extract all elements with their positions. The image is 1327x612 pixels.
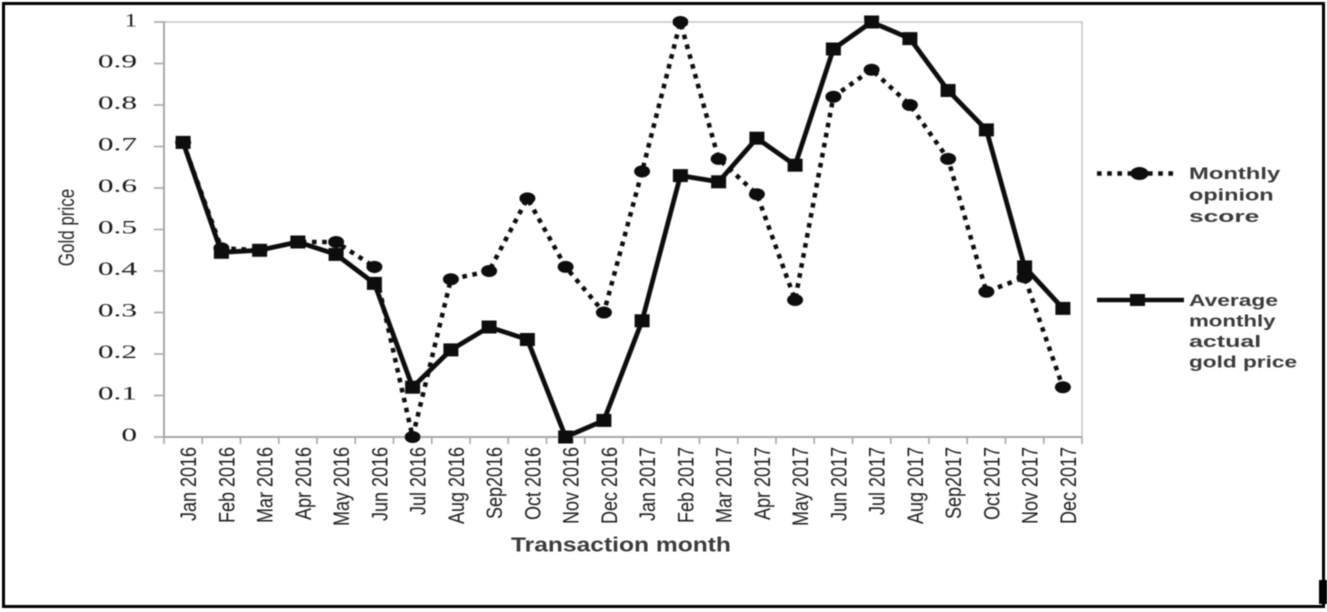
svg-text:May 2017: May 2017	[789, 447, 813, 526]
svg-text:1: 1	[125, 9, 137, 31]
svg-text:Feb 2017: Feb 2017	[675, 447, 699, 523]
svg-text:Aug 2017: Aug 2017	[904, 447, 928, 524]
svg-text:0: 0	[121, 424, 137, 445]
svg-text:Monthly: Monthly	[1189, 164, 1281, 183]
svg-text:opinion: opinion	[1189, 186, 1274, 205]
svg-text:score: score	[1189, 207, 1259, 226]
svg-text:0.7: 0.7	[98, 134, 137, 155]
svg-text:Dec 2016: Dec 2016	[598, 447, 622, 524]
svg-text:Oct 2017: Oct 2017	[981, 447, 1005, 520]
svg-text:gold price: gold price	[1189, 353, 1297, 372]
svg-text:0.5: 0.5	[98, 217, 137, 238]
svg-text:Apr 2016: Apr 2016	[292, 447, 316, 520]
svg-text:Mar 2017: Mar 2017	[713, 447, 737, 523]
svg-text:0.6: 0.6	[98, 175, 137, 196]
svg-text:Jun 2016: Jun 2016	[369, 447, 393, 521]
svg-text:Oct 2016: Oct 2016	[522, 447, 546, 520]
svg-text:Nov 2017: Nov 2017	[1019, 447, 1043, 524]
svg-text:Nov 2016: Nov 2016	[560, 447, 584, 524]
svg-text:0.3: 0.3	[98, 300, 137, 321]
svg-text:Jan 2017: Jan 2017	[636, 447, 660, 521]
svg-text:Sep2016: Sep2016	[483, 447, 507, 519]
svg-text:0.9: 0.9	[98, 51, 137, 72]
svg-text:May 2016: May 2016	[330, 447, 354, 526]
svg-text:Apr 2017: Apr 2017	[751, 447, 775, 520]
svg-text:actual: actual	[1189, 332, 1261, 351]
svg-text:0.2: 0.2	[98, 341, 137, 362]
svg-text:Jul 2017: Jul 2017	[866, 447, 890, 515]
svg-text:Feb 2016: Feb 2016	[216, 447, 240, 523]
svg-text:Average: Average	[1189, 292, 1278, 311]
svg-text:Transaction month: Transaction month	[511, 534, 731, 556]
svg-text:0.4: 0.4	[98, 258, 137, 279]
svg-text:Aug 2016: Aug 2016	[445, 447, 469, 524]
svg-text:Sep2017: Sep2017	[942, 447, 966, 519]
svg-text:Jan 2016: Jan 2016	[177, 447, 201, 521]
svg-text:Dec 2017: Dec 2017	[1057, 447, 1081, 524]
svg-text:Mar 2016: Mar 2016	[254, 447, 278, 523]
svg-text:Jul 2016: Jul 2016	[407, 447, 431, 515]
svg-text:monthly: monthly	[1189, 312, 1276, 331]
svg-text:Gold price: Gold price	[55, 189, 80, 266]
svg-text:Jun 2017: Jun 2017	[828, 447, 852, 521]
svg-text:0.1: 0.1	[98, 383, 137, 404]
svg-text:0.8: 0.8	[98, 92, 137, 113]
